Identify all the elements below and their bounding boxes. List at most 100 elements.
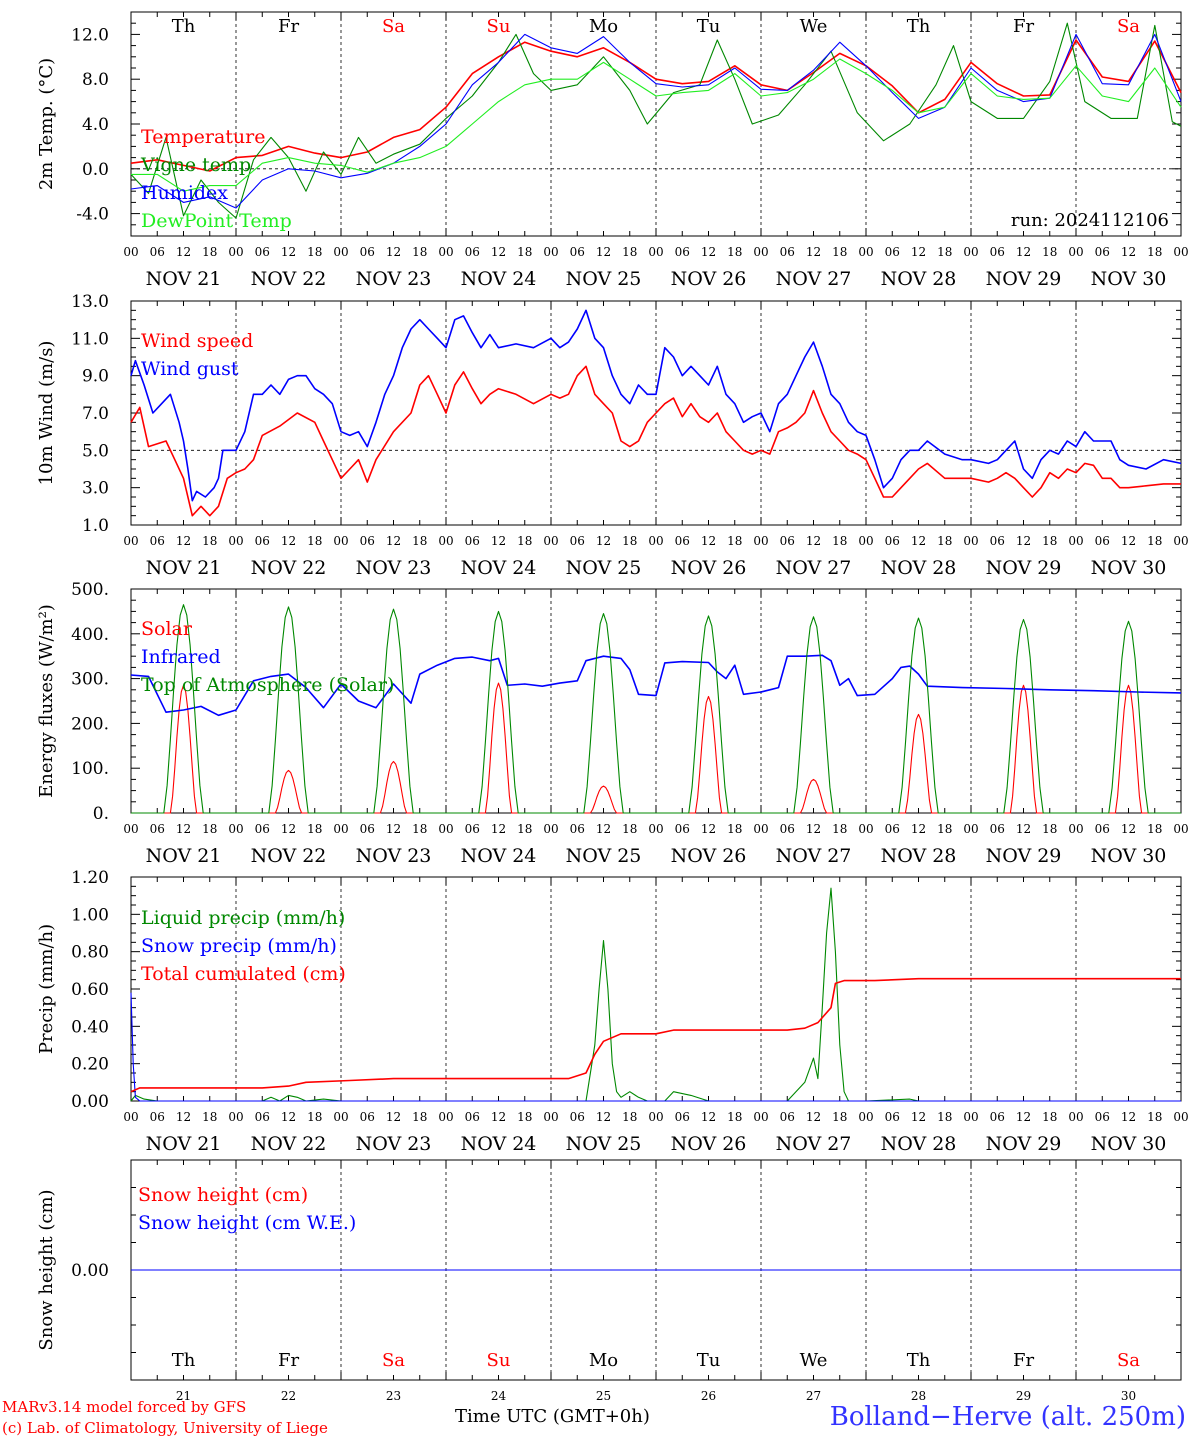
hour-tick-label: 06 bbox=[150, 245, 165, 259]
date-label: NOV 25 bbox=[566, 268, 642, 290]
date-label: NOV 29 bbox=[986, 268, 1062, 290]
time-axis-label: Time UTC (GMT+0h) bbox=[455, 1406, 650, 1427]
hour-tick-label: 00 bbox=[543, 822, 558, 836]
hour-tick-label: 18 bbox=[307, 1110, 322, 1124]
hour-tick-label: 06 bbox=[990, 822, 1005, 836]
hour-tick-label: 00 bbox=[543, 1110, 558, 1124]
hour-tick-label: 12 bbox=[386, 1110, 401, 1124]
date-label: NOV 23 bbox=[356, 557, 432, 579]
hour-tick-label: 00 bbox=[228, 1110, 243, 1124]
day-number-label: 29 bbox=[1016, 1389, 1031, 1400]
hour-tick-label: 18 bbox=[307, 534, 322, 548]
day-name-label: Th bbox=[172, 1350, 196, 1371]
date-label: NOV 21 bbox=[146, 268, 222, 290]
date-label: NOV 25 bbox=[566, 1133, 642, 1155]
hour-tick-label: 06 bbox=[885, 822, 900, 836]
day-name-label: Th bbox=[907, 16, 931, 37]
day-name-label: Sa bbox=[382, 1350, 405, 1371]
day-name-label: Fr bbox=[278, 1350, 299, 1371]
date-label: NOV 28 bbox=[881, 557, 957, 579]
panel-1: -4.0 0.0 4.0 8.0 12.0 2m Temp. (°C) 00 06 12 18 00… bbox=[36, 11, 1189, 290]
hour-tick-label: 00 bbox=[963, 822, 978, 836]
legend-entry: Top of Atmosphere (Solar) bbox=[141, 674, 394, 696]
hour-tick-label: 12 bbox=[596, 245, 611, 259]
hour-tick-label: 12 bbox=[806, 1110, 821, 1124]
hour-tick-label: 12 bbox=[701, 1110, 716, 1124]
hour-tick-label: 00 bbox=[333, 1110, 348, 1124]
hour-tick-label: 06 bbox=[675, 822, 690, 836]
y-tick-label: 300. bbox=[71, 670, 109, 690]
hour-tick-label: 06 bbox=[780, 534, 795, 548]
y-axis-label: 2m Temp. (°C) bbox=[36, 58, 57, 190]
date-label: NOV 21 bbox=[146, 557, 222, 579]
date-label: NOV 27 bbox=[776, 845, 852, 867]
hour-tick-label: 12 bbox=[491, 1110, 506, 1124]
hour-tick-label: 00 bbox=[333, 245, 348, 259]
hour-tick-label: 12 bbox=[386, 245, 401, 259]
hour-tick-label: 12 bbox=[386, 534, 401, 548]
hour-tick-label: 12 bbox=[701, 245, 716, 259]
panel-5: 0.00 Snow height (cm) Th Fr Sa Su Mo Tu We Th Fr Sa… bbox=[36, 1159, 1182, 1403]
hour-tick-label: 00 bbox=[858, 534, 873, 548]
hour-tick-label: 06 bbox=[150, 822, 165, 836]
hour-tick-label: 12 bbox=[1121, 245, 1136, 259]
series-line-vigne-temp bbox=[130, 22, 1182, 219]
legend-entry: Wind speed bbox=[141, 330, 253, 352]
day-name-label: Fr bbox=[1013, 16, 1034, 37]
y-tick-label: 0.80 bbox=[71, 943, 109, 963]
date-label: NOV 26 bbox=[671, 1133, 747, 1155]
hour-tick-label: 12 bbox=[176, 822, 191, 836]
hour-tick-label: 18 bbox=[1147, 534, 1162, 548]
hour-tick-label: 06 bbox=[465, 245, 480, 259]
hour-tick-label: 00 bbox=[543, 534, 558, 548]
hour-tick-label: 00 bbox=[648, 245, 663, 259]
hour-tick-label: 06 bbox=[780, 1110, 795, 1124]
date-label: NOV 28 bbox=[881, 1133, 957, 1155]
hour-tick-label: 00 bbox=[753, 245, 768, 259]
hour-tick-label: 12 bbox=[1121, 1110, 1136, 1124]
hour-tick-label: 00 bbox=[438, 822, 453, 836]
y-tick-label: 1.20 bbox=[71, 868, 109, 888]
hour-tick-label: 12 bbox=[806, 822, 821, 836]
y-tick-label: 11.0 bbox=[71, 329, 109, 349]
hour-tick-label: 06 bbox=[675, 1110, 690, 1124]
hour-tick-label: 12 bbox=[1016, 1110, 1031, 1124]
hour-tick-label: 12 bbox=[1016, 822, 1031, 836]
legend-entry: Total cumulated (cm) bbox=[141, 963, 346, 985]
lab-credit: (c) Lab. of Climatology, University of L… bbox=[2, 1419, 328, 1437]
hour-tick-label: 12 bbox=[1016, 245, 1031, 259]
hour-tick-label: 00 bbox=[228, 822, 243, 836]
date-label: NOV 23 bbox=[356, 1133, 432, 1155]
date-label: NOV 25 bbox=[566, 845, 642, 867]
hour-tick-label: 12 bbox=[1121, 534, 1136, 548]
y-tick-label: 500. bbox=[71, 580, 109, 600]
day-name-label: Su bbox=[487, 16, 511, 37]
date-label: NOV 25 bbox=[566, 557, 642, 579]
hour-tick-label: 18 bbox=[1147, 245, 1162, 259]
hour-tick-label: 06 bbox=[150, 1110, 165, 1124]
date-label: NOV 24 bbox=[461, 845, 537, 867]
hour-tick-label: 06 bbox=[1095, 534, 1110, 548]
hour-tick-label: 06 bbox=[360, 1110, 375, 1124]
hour-tick-label: 18 bbox=[412, 1110, 427, 1124]
meteogram-svg: -4.0 0.0 4.0 8.0 12.0 2m Temp. (°C) 00 06 12 18 00… bbox=[36, 11, 1189, 1403]
hour-tick-label: 18 bbox=[622, 1110, 637, 1124]
hour-tick-label: 12 bbox=[911, 245, 926, 259]
y-tick-label: 0.00 bbox=[71, 1261, 109, 1281]
hour-tick-label: 12 bbox=[596, 534, 611, 548]
series-line-dewpoint-temp bbox=[131, 58, 1182, 192]
hour-tick-label: 18 bbox=[1042, 1110, 1057, 1124]
date-label: NOV 23 bbox=[356, 845, 432, 867]
y-tick-label: 9.0 bbox=[82, 367, 109, 387]
hour-tick-label: 18 bbox=[727, 245, 742, 259]
date-label: NOV 24 bbox=[461, 557, 537, 579]
hour-tick-label: 18 bbox=[727, 1110, 742, 1124]
hour-tick-label: 00 bbox=[1068, 822, 1083, 836]
hour-tick-label: 06 bbox=[465, 534, 480, 548]
day-number-label: 30 bbox=[1121, 1389, 1136, 1400]
day-name-label: Sa bbox=[1117, 1350, 1140, 1371]
y-tick-label: 0. bbox=[93, 804, 109, 824]
y-axis-label: Snow height (cm) bbox=[36, 1189, 57, 1350]
hour-tick-label: 00 bbox=[228, 534, 243, 548]
date-label: NOV 26 bbox=[671, 557, 747, 579]
